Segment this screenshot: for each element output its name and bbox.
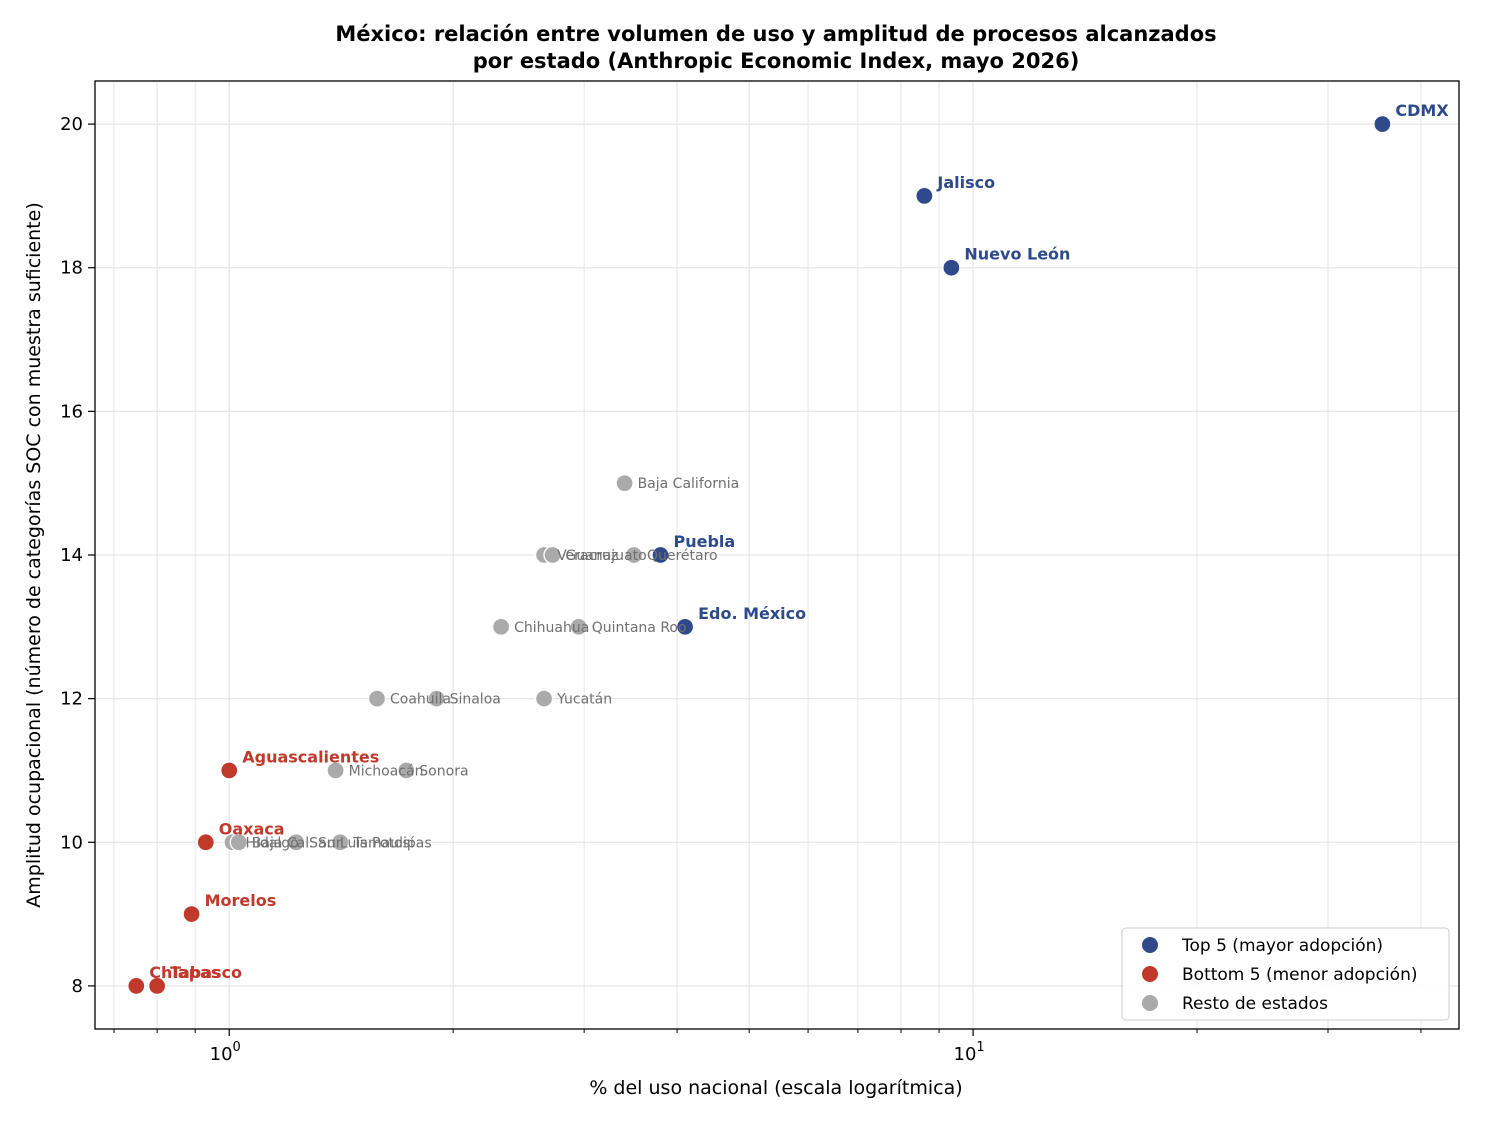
point-label-rest: Sinaloa: [450, 692, 501, 708]
point-label-bottom: Morelos: [205, 891, 277, 910]
gridlines: [95, 81, 1459, 1029]
data-point-top: [942, 258, 961, 277]
data-point-top: [1373, 114, 1392, 134]
point-label-rest: Yucatán: [556, 692, 612, 708]
point-label-rest: Veracruz: [557, 548, 618, 564]
data-point-rest: [543, 545, 562, 565]
point-label-top: CDMX: [1395, 101, 1449, 120]
data-point-bottom: [220, 761, 239, 780]
point-label-bottom: Tabasco: [170, 963, 242, 982]
x-tick-exponent: 0: [233, 1040, 241, 1055]
y-tick-label: 16: [60, 401, 83, 422]
data-point-rest: [326, 761, 345, 780]
data-point-bottom: [182, 904, 201, 924]
chart-title: México: relación entre volumen de uso y …: [335, 22, 1216, 73]
x-tick-base: 10: [954, 1044, 977, 1065]
point-label-rest: Baja California: [638, 476, 740, 492]
legend: Top 5 (mayor adopción) Bottom 5 (menor ad…: [1121, 927, 1450, 1021]
legend-marker-bottom: [1142, 966, 1158, 982]
legend-entry-rest: Resto de estados: [1182, 994, 1328, 1014]
data-point-rest: [286, 833, 306, 852]
x-tick-label: 101: [954, 1040, 985, 1065]
point-label-rest: Baja Cal. Sur: [252, 835, 342, 851]
point-label-bottom: Aguascalientes: [242, 747, 379, 766]
data-point-rest: [624, 545, 644, 565]
data-point-top: [675, 617, 695, 636]
point-label-bottom: Chiapas: [149, 963, 220, 982]
data-point-rest: [367, 689, 387, 708]
data-point-rest: [491, 617, 511, 636]
data-point-top: [651, 545, 670, 565]
data-point-bottom: [127, 976, 146, 996]
y-tick-label: 18: [60, 258, 83, 279]
y-tick-label: 10: [60, 832, 83, 853]
point-label-rest: Hidalgo: [245, 835, 298, 851]
y-tick-label: 20: [60, 114, 83, 135]
data-point-rest: [229, 833, 248, 852]
point-label-top: Nuevo León: [964, 245, 1070, 264]
chart-title-line-2: por estado (Anthropic Economic Index, ma…: [473, 49, 1080, 73]
legend-marker-rest: [1142, 995, 1158, 1011]
legend-entry-bottom: Bottom 5 (menor adopción): [1182, 965, 1417, 985]
legend-box: [1121, 927, 1450, 1021]
point-label-rest: Tamaulipas: [352, 835, 431, 851]
y-axis-label: Amplitud ocupacional (número de categorí…: [23, 202, 45, 908]
data-point-top: [915, 186, 934, 206]
point-label-rest: Quintana Roo: [592, 620, 687, 636]
data-point-bottom: [147, 976, 167, 996]
point-label-rest: Chihuahua: [514, 620, 589, 636]
point-label-rest: San Luis Potosí: [309, 835, 415, 851]
legend-entry-top: Top 5 (mayor adopción): [1181, 936, 1383, 956]
data-point-bottom: [196, 833, 215, 852]
point-label-rest: Sonora: [419, 763, 468, 779]
x-tick-label: 100: [210, 1040, 241, 1065]
data-point-rest: [427, 689, 446, 708]
point-label-top: Puebla: [674, 532, 736, 551]
point-label-rest: Querétaro: [647, 548, 718, 564]
data-point-rest: [615, 474, 634, 493]
x-tick-exponent: 1: [976, 1040, 984, 1055]
point-label-bottom: Oaxaca: [219, 819, 285, 838]
x-tick-base: 10: [210, 1044, 233, 1065]
chart-title-line-1: México: relación entre volumen de uso y …: [335, 22, 1216, 46]
x-axis-label: % del uso nacional (escala logarítmica): [589, 1077, 962, 1099]
y-tick-label: 12: [60, 689, 83, 710]
legend-marker-top: [1142, 937, 1158, 953]
data-point-rest: [331, 833, 350, 852]
point-label-rest: Michoacán: [349, 763, 424, 779]
point-label-rest: Coahuila: [390, 692, 451, 708]
point-label-top: Edo. México: [698, 604, 806, 623]
data-point-rest: [534, 689, 554, 708]
point-label-rest: Guanajuato: [565, 548, 646, 564]
data-point-rest: [397, 761, 416, 780]
y-tick-label: 8: [72, 976, 83, 997]
data-points: [127, 114, 1392, 996]
y-tick-label: 14: [60, 545, 83, 566]
data-point-rest: [569, 617, 588, 636]
point-label-top: Jalisco: [936, 173, 995, 192]
